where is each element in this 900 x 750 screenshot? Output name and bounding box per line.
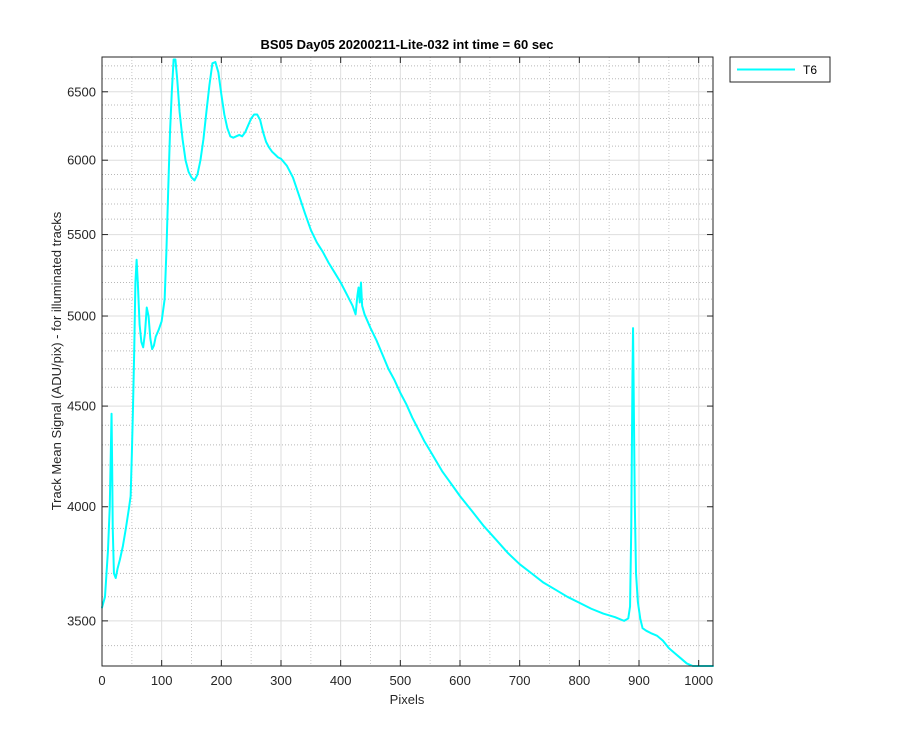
x-tick-label: 300	[270, 673, 292, 688]
y-tick-label: 3500	[67, 613, 96, 628]
x-axis-label: Pixels	[390, 692, 425, 707]
major-grid	[101, 57, 713, 666]
x-tick-label: 500	[389, 673, 411, 688]
series-layer	[101, 58, 714, 667]
axes-box	[101, 56, 714, 667]
plot-area	[102, 57, 713, 666]
y-tick-label: 5000	[67, 309, 96, 324]
minor-grid	[102, 57, 713, 666]
x-tick-label: 400	[330, 673, 352, 688]
y-tick-label: 5500	[67, 227, 96, 242]
legend: T6	[729, 56, 831, 83]
x-axis-tick-labels: 0 100 200 300 400 500 600 700 800 900 1000	[98, 673, 713, 688]
y-axis-label: Track Mean Signal (ADU/pix) - for illumi…	[49, 211, 64, 510]
axis-ticks	[101, 57, 713, 666]
x-tick-label: 0	[98, 673, 105, 688]
legend-label-t6: T6	[803, 63, 817, 77]
x-tick-label: 700	[509, 673, 531, 688]
y-tick-label: 4500	[67, 399, 96, 414]
x-tick-label: 100	[151, 673, 173, 688]
y-tick-label: 4000	[67, 499, 96, 514]
x-tick-label: 1000	[684, 673, 713, 688]
x-tick-label: 900	[628, 673, 650, 688]
x-tick-label: 200	[210, 673, 232, 688]
y-tick-label: 6500	[67, 84, 96, 99]
chart-title: BS05 Day05 20200211-Lite-032 int time = …	[260, 37, 553, 52]
x-tick-label: 600	[449, 673, 471, 688]
y-axis-tick-labels: 3500 4000 4500 5000 5500 6000 6500	[67, 84, 96, 628]
series-line-t6	[101, 58, 714, 667]
x-tick-label: 800	[568, 673, 590, 688]
y-tick-label: 6000	[67, 153, 96, 168]
